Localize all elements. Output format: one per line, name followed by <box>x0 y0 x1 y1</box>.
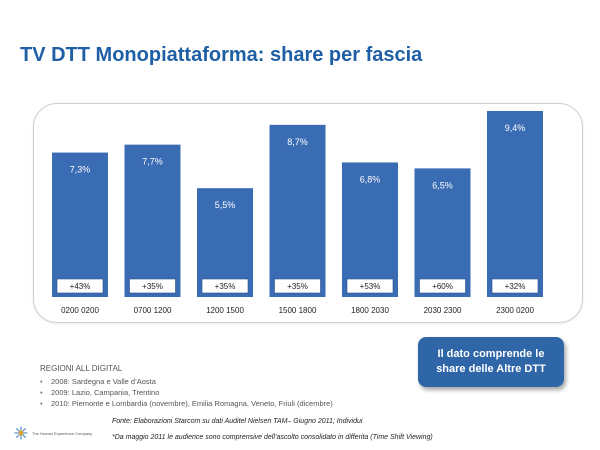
bar <box>52 152 108 297</box>
category-label: 0700 1200 <box>134 306 172 315</box>
company-name: The Human Experience Company <box>32 431 93 436</box>
bullet-icon: • <box>40 377 43 386</box>
category-label: 2030 2300 <box>424 306 462 315</box>
growth-label: +32% <box>505 282 526 291</box>
growth-label: +35% <box>215 282 236 291</box>
growth-badge <box>56 278 104 294</box>
category-label: 1800 2030 <box>351 306 389 315</box>
footnote: *Da maggio 2011 le audience sono compren… <box>112 434 433 441</box>
regions-panel: REGIONI ALL DIGITAL • 2008: Sardegna e Va… <box>40 364 333 409</box>
growth-label: +35% <box>287 282 308 291</box>
category-label: 1200 1500 <box>206 306 244 315</box>
category-label: 2300 0200 <box>496 306 534 315</box>
bar <box>414 168 471 297</box>
regions-item: • 2009: Lazio, Campania, Trentino <box>40 387 333 398</box>
bar-value-label: 5,5% <box>215 200 236 210</box>
callout-line-2: share delle Altre DTT <box>436 363 546 375</box>
source-note: Fonte: Elaborazioni Starcom su dati Audi… <box>112 418 363 425</box>
bar <box>269 124 326 297</box>
bar <box>487 111 543 297</box>
chart-frame <box>33 103 583 323</box>
regions-title: REGIONI ALL DIGITAL <box>40 364 123 373</box>
bar <box>342 162 398 297</box>
growth-badge <box>201 278 249 294</box>
regions-list: • 2008: Sardegna e Valle d’Aosta • 2009: L… <box>40 376 333 409</box>
growth-badge <box>129 278 176 294</box>
callout-box: Il dato comprende le share delle Altre D… <box>418 337 564 387</box>
regions-item-text: 2008: Sardegna e Valle d’Aosta <box>51 377 156 386</box>
regions-item-text: 2009: Lazio, Campania, Trentino <box>51 388 160 397</box>
bar-value-label: 8,7% <box>287 137 308 147</box>
growth-label: +53% <box>360 282 381 291</box>
growth-badge <box>491 278 539 294</box>
growth-label: +35% <box>142 282 163 291</box>
growth-label: +43% <box>70 282 91 291</box>
regions-item: • 2010: Piemonte e Lombardia (novembre), … <box>40 398 333 409</box>
growth-badge <box>274 278 321 294</box>
bar-value-label: 6,5% <box>432 180 453 190</box>
category-label: 1500 1800 <box>279 306 317 315</box>
growth-badge <box>346 278 394 294</box>
bar <box>124 144 181 297</box>
bar-value-label: 7,7% <box>142 157 163 167</box>
regions-item: • 2008: Sardegna e Valle d’Aosta <box>40 376 333 387</box>
regions-item-text: 2010: Piemonte e Lombardia (novembre), E… <box>51 399 333 408</box>
bar-value-label: 6,8% <box>360 174 381 184</box>
growth-label: +60% <box>432 282 453 291</box>
bullet-icon: • <box>40 388 43 397</box>
company-logo-icon <box>14 426 28 440</box>
growth-badge <box>419 278 466 294</box>
bullet-icon: • <box>40 399 43 408</box>
callout-line-1: Il dato comprende le <box>437 348 545 360</box>
bar-value-label: 7,3% <box>70 165 91 175</box>
page-title: TV DTT Monopiattaforma: share per fascia <box>20 44 423 66</box>
bar-value-label: 9,4% <box>505 123 526 133</box>
category-label: 0200 0200 <box>61 306 99 315</box>
